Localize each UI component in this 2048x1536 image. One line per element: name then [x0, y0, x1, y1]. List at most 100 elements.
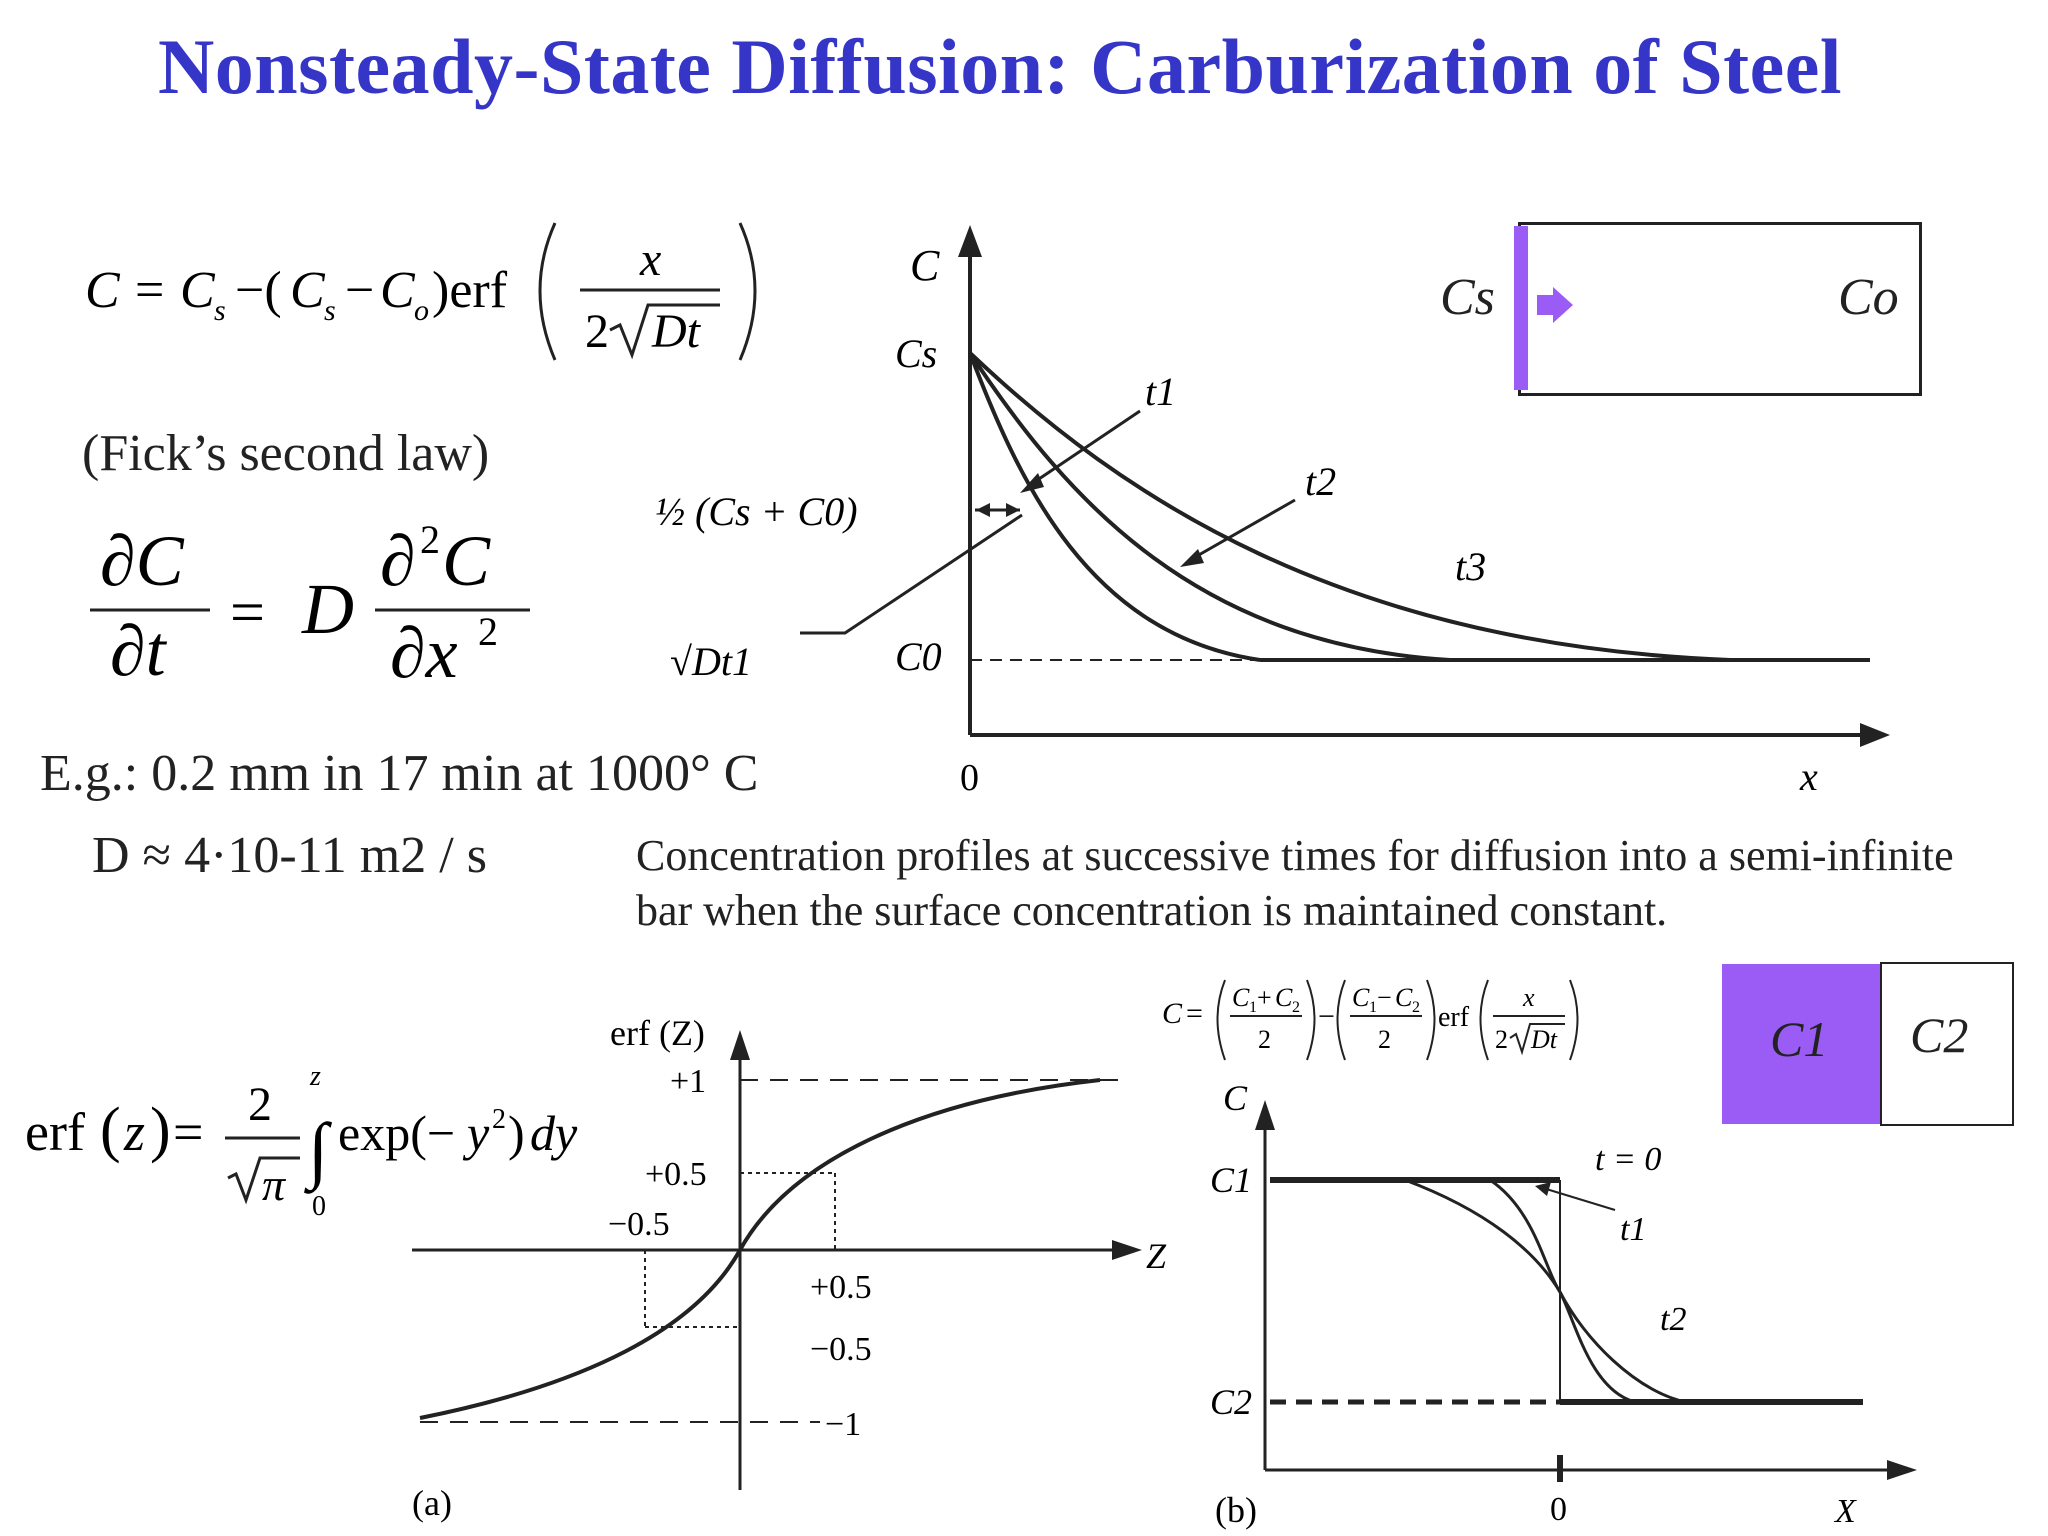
svg-text:2: 2: [1495, 1025, 1508, 1054]
box-co-label: Co: [1838, 269, 1899, 326]
cs-label: Cs: [895, 331, 937, 376]
svg-text:s: s: [324, 294, 336, 327]
svg-text:=: =: [173, 1102, 203, 1162]
svg-text:C: C: [180, 262, 216, 319]
svg-text:2: 2: [478, 609, 498, 654]
sqrt-dt1-label: √Dt1: [670, 639, 752, 684]
svg-text:y: y: [462, 1105, 490, 1161]
svg-text:erf: erf: [1438, 1002, 1470, 1033]
curve-t3: [968, 351, 1731, 662]
step-profile-plot: C C1 C2 t = 0 t1 t2 0 X (b): [1210, 1078, 1917, 1530]
c2-region: [1880, 962, 2014, 1126]
half-label: ½ (Cs + C0): [655, 489, 858, 534]
erf-function-plot: erf (Z) Z +1 +0.5 −0.5 −1 −0.5 +0.5 (a): [412, 1013, 1167, 1523]
tick-plus-half-x: +0.5: [810, 1269, 872, 1306]
ficks-law-label: (Fick’s second law): [82, 425, 490, 482]
origin-label: 0: [960, 757, 979, 799]
svg-text:exp(−: exp(−: [338, 1105, 455, 1161]
y-axis-label: C: [910, 241, 940, 290]
c1-region: [1722, 964, 1880, 1124]
svg-text:C: C: [380, 262, 416, 319]
surface-source-strip: [1514, 226, 1528, 390]
svg-text:C: C: [1395, 983, 1413, 1012]
ficks-second-law-equation: ∂C ∂t = D ∂ 2 C ∂x 2: [90, 517, 530, 693]
svg-text:2: 2: [420, 517, 440, 562]
svg-text:(: (: [100, 1096, 121, 1164]
svg-text:∂t: ∂t: [110, 611, 168, 691]
c-axis-label: C: [1223, 1078, 1248, 1118]
svg-text:)erf: )erf: [432, 262, 508, 319]
svg-text:2: 2: [1412, 999, 1420, 1016]
svg-text:2: 2: [492, 1104, 506, 1135]
page-title: Nonsteady-State Diffusion: Carburization…: [157, 23, 1843, 110]
svg-text:2: 2: [585, 305, 609, 358]
svg-text:x: x: [639, 233, 661, 286]
svg-text:): ): [150, 1096, 171, 1164]
svg-text:): ): [508, 1105, 525, 1161]
figure-caption: Concentration profiles at successive tim…: [636, 831, 1954, 935]
svg-text:=: =: [135, 262, 164, 319]
t0-label: t = 0: [1595, 1141, 1661, 1178]
svg-text:Dt: Dt: [1530, 1025, 1558, 1054]
t1-label: t1: [1620, 1211, 1646, 1248]
erf-curve: [419, 1078, 1101, 1420]
svg-text:−: −: [1318, 1000, 1335, 1033]
svg-text:=: =: [230, 579, 265, 647]
svg-text:∫: ∫: [304, 1109, 333, 1194]
svg-text:2: 2: [248, 1078, 272, 1131]
concentration-profile-plot: C Cs C0 0 x t1 t2 t3 ½ (Cs + C0) √Dt1: [655, 225, 1890, 799]
tick-minus-half-x: −0.5: [608, 1206, 670, 1243]
c2-label: C2: [1210, 1382, 1252, 1422]
svg-text:=: =: [1186, 997, 1203, 1030]
svg-text:Dt: Dt: [651, 305, 702, 358]
svg-text:1: 1: [1249, 999, 1257, 1016]
svg-text:∂: ∂: [380, 521, 416, 601]
svg-text:2: 2: [1258, 1025, 1271, 1054]
svg-text:+: +: [1257, 983, 1272, 1012]
svg-text:∂C: ∂C: [100, 521, 185, 601]
t1-label: t1: [1145, 369, 1176, 414]
svg-text:2: 2: [1378, 1025, 1391, 1054]
curve-t1: [968, 352, 1261, 662]
c0-label: C0: [895, 634, 942, 679]
tick-plus-1: +1: [670, 1063, 706, 1100]
tick-plus-half-y: +0.5: [645, 1156, 707, 1193]
svg-text:D: D: [301, 569, 354, 649]
svg-text:dy: dy: [530, 1105, 578, 1161]
x-axis-label: x: [1799, 754, 1818, 799]
diffusion-arrow-icon: [1537, 287, 1573, 323]
svg-text:C: C: [1162, 997, 1183, 1030]
tick-minus-1: −1: [825, 1406, 861, 1443]
svg-text:C: C: [290, 262, 326, 319]
box-c1-label: C1: [1770, 1011, 1829, 1067]
svg-text:z: z: [123, 1102, 145, 1162]
svg-text:C: C: [442, 521, 491, 601]
panel-b-label: (b): [1215, 1490, 1257, 1530]
svg-text:o: o: [414, 294, 429, 327]
origin-label: 0: [1550, 1491, 1567, 1528]
svg-text:−(: −(: [235, 262, 282, 319]
svg-text:∂x: ∂x: [390, 613, 458, 693]
example-line-2: D ≈ 4·10-11 m2 / s: [92, 827, 487, 884]
solution-equation: C = C s −( C s − C o )erf x 2 Dt: [85, 222, 757, 361]
svg-text:2: 2: [1292, 999, 1300, 1016]
curve-t1: [1489, 1178, 1636, 1404]
t2-label: t2: [1305, 459, 1336, 504]
erf-axis-label: erf (Z): [610, 1013, 705, 1053]
svg-text:z: z: [309, 1061, 321, 1092]
svg-text:s: s: [214, 294, 226, 327]
svg-text:0: 0: [312, 1191, 326, 1220]
curve-t2: [1404, 1178, 1686, 1404]
box-cs-label: Cs: [1440, 269, 1495, 326]
svg-text:C: C: [1352, 983, 1370, 1012]
erf-definition-equation: erf ( z ) = 2 π z ∫ 0 exp(− y 2 ) dy: [25, 1061, 578, 1220]
x-axis-label: X: [1833, 1493, 1857, 1530]
c1-label: C1: [1210, 1160, 1252, 1200]
svg-text:C: C: [1275, 983, 1293, 1012]
svg-text:π: π: [262, 1159, 287, 1210]
svg-text:erf: erf: [25, 1102, 85, 1162]
panel-a-label: (a): [412, 1483, 452, 1523]
svg-text:C: C: [1232, 983, 1250, 1012]
svg-text:1: 1: [1369, 999, 1377, 1016]
